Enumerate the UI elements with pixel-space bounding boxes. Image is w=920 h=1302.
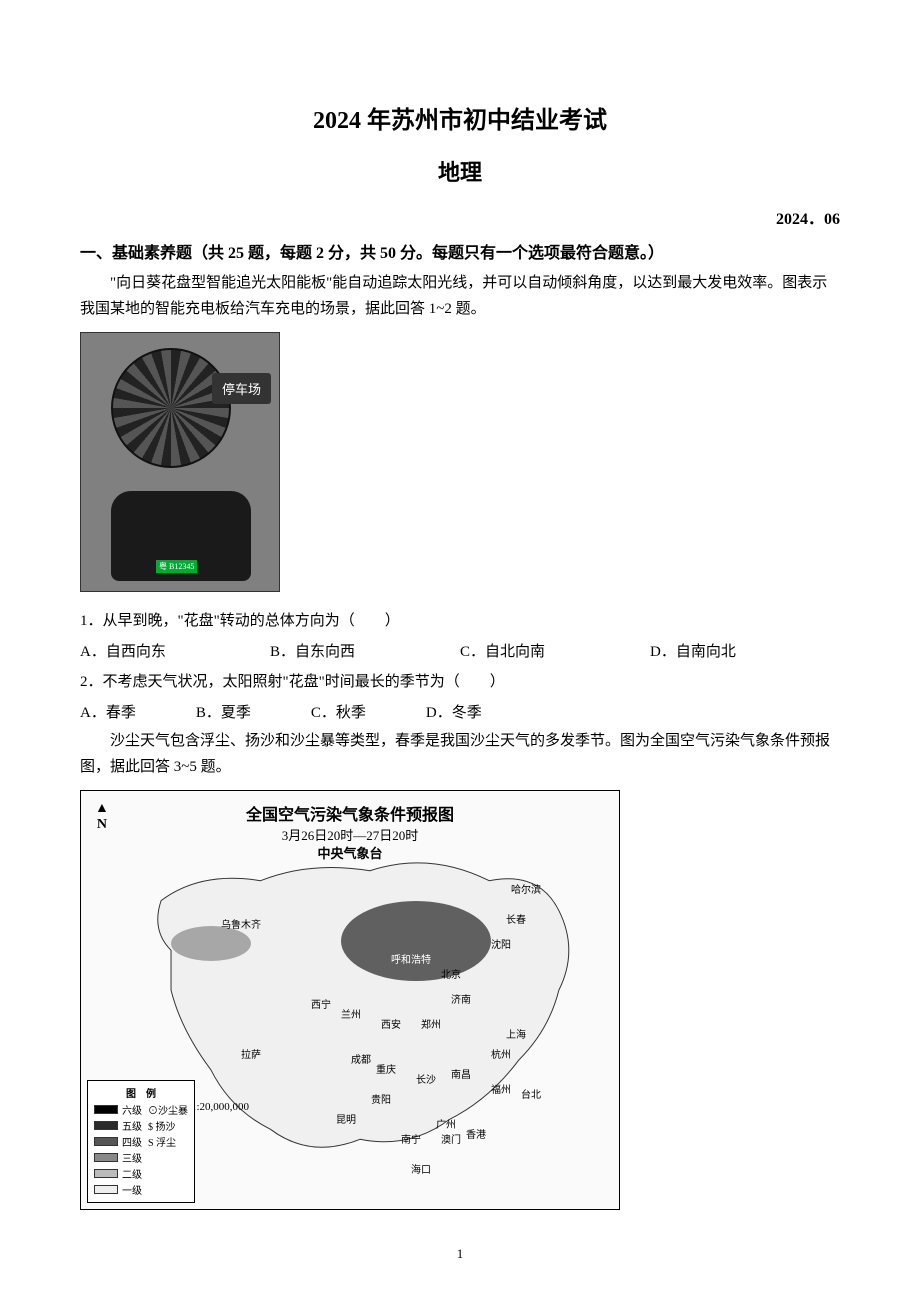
intro-passage-2: 沙尘天气包含浮尘、扬沙和沙尘暴等类型，春季是我国沙尘天气的多发季节。图为全国空气…: [80, 729, 840, 780]
city-haikou: 海口: [411, 1161, 431, 1176]
q2-option-a: A．春季: [80, 699, 136, 728]
figure-2-map: ▲ N 全国空气污染气象条件预报图 3月26日20时—27日20时 中央气象台 …: [80, 790, 620, 1210]
q1-option-d: D．自南向北: [650, 638, 840, 667]
city-hohhot: 呼和浩特: [391, 951, 431, 966]
city-chongqing: 重庆: [376, 1061, 396, 1076]
city-taipei: 台北: [521, 1086, 541, 1101]
exam-date: 2024．06: [80, 205, 840, 229]
city-guangzhou: 广州: [436, 1116, 456, 1131]
north-label: N: [95, 817, 109, 833]
legend-swatch-1: [94, 1185, 118, 1194]
city-hangzhou: 杭州: [491, 1046, 511, 1061]
city-xian: 西安: [381, 1016, 401, 1031]
q1-stem: 1．从早到晚，"花盘"转动的总体方向为（ ）: [80, 607, 840, 636]
city-chengdu: 成都: [351, 1051, 371, 1066]
q2-option-c: C．秋季: [311, 699, 366, 728]
sunflower-panel-graphic: [111, 348, 231, 468]
exam-subject: 地理: [80, 155, 840, 187]
legend-swatch-4: [94, 1137, 118, 1146]
q2-option-b: B．夏季: [196, 699, 251, 728]
city-kunming: 昆明: [336, 1111, 356, 1126]
page-number: 1: [457, 1246, 464, 1262]
q2-option-d: D．冬季: [426, 699, 482, 728]
city-xining: 西宁: [311, 996, 331, 1011]
city-jinan: 济南: [451, 991, 471, 1006]
section-1-header: 一、基础素养题（共 25 题，每题 2 分，共 50 分。每题只有一个选项最符合…: [80, 239, 840, 263]
legend-swatch-6: [94, 1105, 118, 1114]
city-nanning: 南宁: [401, 1131, 421, 1146]
q2-options: A．春季 B．夏季 C．秋季 D．冬季: [80, 699, 840, 728]
legend-sym-4: S 浮尘: [148, 1134, 176, 1149]
legend-row-4: 四级 S 浮尘: [94, 1134, 188, 1149]
city-hk: 香港: [466, 1126, 486, 1141]
license-plate: 粤 B12345: [156, 560, 197, 573]
city-changsha: 长沙: [416, 1071, 436, 1086]
city-changchun: 长春: [506, 911, 526, 926]
city-urumqi: 乌鲁木齐: [221, 916, 261, 931]
dust-zone-west: [171, 926, 251, 961]
legend-label-6: 六级: [122, 1102, 142, 1117]
legend-row-3: 三级: [94, 1150, 188, 1165]
legend-label-2: 二级: [122, 1166, 142, 1181]
legend-row-5: 五级 $ 扬沙: [94, 1118, 188, 1133]
legend-sym-6: ⊙沙尘暴: [148, 1102, 188, 1117]
q1-option-a: A．自西向东: [80, 638, 270, 667]
q1-options: A．自西向东 B．自东向西 C．自北向南 D．自南向北: [80, 638, 840, 667]
map-legend: 图 例 六级 ⊙沙尘暴 五级 $ 扬沙 四级 S 浮尘 三级 二级 一级: [87, 1080, 195, 1203]
q1-option-c: C．自北向南: [460, 638, 650, 667]
legend-sym-5: $ 扬沙: [148, 1118, 176, 1133]
q1-option-b: B．自东向西: [270, 638, 460, 667]
legend-swatch-2: [94, 1169, 118, 1178]
city-nanchang: 南昌: [451, 1066, 471, 1081]
legend-row-1: 一级: [94, 1182, 188, 1197]
legend-label-1: 一级: [122, 1182, 142, 1197]
map-title: 全国空气污染气象条件预报图: [246, 801, 454, 825]
city-macau: 澳门: [441, 1131, 461, 1146]
north-arrow: ▲ N: [95, 801, 109, 833]
dust-zone-dark: [341, 901, 491, 981]
legend-row-6: 六级 ⊙沙尘暴: [94, 1102, 188, 1117]
figure-1-container: 停车场 粤 B12345: [80, 332, 840, 592]
city-zhengzhou: 郑州: [421, 1016, 441, 1031]
legend-label-5: 五级: [122, 1118, 142, 1133]
legend-label-4: 四级: [122, 1134, 142, 1149]
city-harbin: 哈尔滨: [511, 881, 541, 896]
exam-title: 2024 年苏州市初中结业考试: [80, 100, 840, 135]
q2-stem: 2．不考虑天气状况，太阳照射"花盘"时间最长的季节为（ ）: [80, 668, 840, 697]
legend-swatch-5: [94, 1121, 118, 1130]
parking-sign: 停车场: [212, 373, 271, 404]
legend-title: 图 例: [94, 1085, 188, 1100]
city-lanzhou: 兰州: [341, 1006, 361, 1021]
city-shanghai: 上海: [506, 1026, 526, 1041]
city-beijing: 北京: [441, 966, 461, 981]
city-shenyang: 沈阳: [491, 936, 511, 951]
figure-1-solar-car: 停车场 粤 B12345: [80, 332, 280, 592]
map-scale: 1:20,000,000: [191, 1101, 249, 1113]
legend-swatch-3: [94, 1153, 118, 1162]
city-fuzhou: 福州: [491, 1081, 511, 1096]
city-lhasa: 拉萨: [241, 1046, 261, 1061]
intro-passage-1: "向日葵花盘型智能追光太阳能板"能自动追踪太阳光线，并可以自动倾斜角度，以达到最…: [80, 271, 840, 322]
legend-label-3: 三级: [122, 1150, 142, 1165]
city-guiyang: 贵阳: [371, 1091, 391, 1106]
legend-row-2: 二级: [94, 1166, 188, 1181]
